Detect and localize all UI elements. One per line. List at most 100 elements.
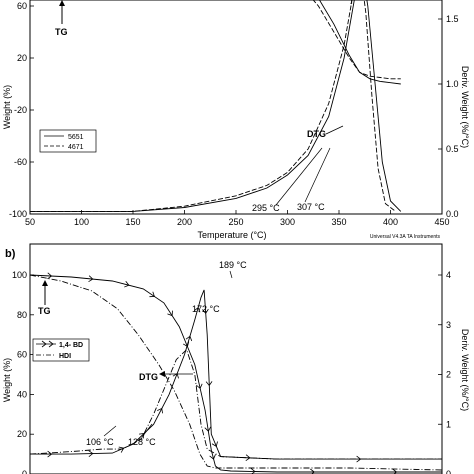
panel-b-dtg-arrowhead (159, 371, 165, 377)
panel-b-plot-frame (29, 243, 443, 474)
panel-a-x-ticks: 50 100 150 200 250 300 350 400 450 (25, 210, 450, 227)
panel-b-yticks-label: 0 (22, 469, 27, 474)
panel-b-y2ticks-label: 1 (446, 419, 451, 429)
panel-a-xtick-label: 300 (280, 217, 295, 227)
panel-b-series-2-arrow-mark (193, 306, 201, 313)
panel-a-tg-label: TG (55, 27, 68, 37)
panel-b-189-leader (229, 270, 233, 279)
panel-b-series-0-arrow-mark (209, 454, 216, 460)
panel-b-series-0-arrow-mark (149, 291, 155, 298)
panel-a-307-label: 307 °C (297, 202, 325, 212)
panel-b-series-0-arrow-mark (124, 280, 130, 288)
panel-a-y2ticks-label: 0.5 (446, 144, 459, 154)
panel-a-series (30, 0, 402, 212)
panel-a-tg-arrowhead (59, 0, 65, 6)
panel-b-yticks-label: 20 (17, 429, 27, 439)
panel-b-dtg-label: DTG (139, 372, 158, 382)
panel-b-series-0-arrow-mark (310, 468, 315, 474)
panel-b-series-2-arrow-mark (47, 450, 53, 458)
panel-a-295-leader (275, 147, 323, 206)
panel-b-series-2-arrow-mark (139, 433, 145, 439)
panel-b-172-label: 172 °C (192, 304, 220, 314)
panel-b-legend-label-bd: 1,4- BD (59, 342, 83, 349)
panel-a-y2ticks-label: 1.0 (446, 79, 459, 89)
panel-a-xtick-label: 200 (177, 217, 192, 227)
panel-b-series-0-arrow-mark (392, 468, 398, 474)
panel-a-footer: Universal V4.3A TA Instruments (370, 234, 441, 240)
panel-b-series-2-arrow-mark (202, 308, 209, 314)
panel-b-tg-arrowhead (42, 280, 48, 286)
panel-a-legend: 5651 4671 (39, 129, 97, 153)
panel-b-legend-box (32, 338, 90, 362)
panel-a-xtick-label: 400 (383, 217, 398, 227)
panel-b-label: b) (5, 248, 16, 260)
panel-a-yticks-label: -60 (14, 157, 27, 167)
panel-b-series-2-arrow-mark (205, 381, 213, 387)
panel-b-series-2-arrow-mark (245, 454, 251, 461)
panel-b-series-0-arrow-mark (47, 272, 53, 280)
panel-b-tg-label: TG (38, 306, 51, 316)
panel-b: 0 20 40 60 80 100 0 1 2 3 4 b) Weight (%) Deriv. … (2, 243, 470, 474)
panel-a-legend-box (39, 129, 97, 153)
panel-a-yticks-label: -100 (9, 209, 27, 219)
panel-b-series-2-arrow-mark (88, 450, 94, 457)
panel-b-series-2-arrow-mark (172, 372, 179, 379)
panel-a-y2ticks-label: 1.5 (446, 14, 459, 24)
panel-b-y2ticks-label: 2 (446, 370, 451, 380)
panel-b-series-0-arrow-mark (250, 468, 256, 474)
panel-b-y2-ticks: 0 1 2 3 4 (438, 270, 451, 474)
panel-a-series-3-dtg-line (30, 0, 396, 212)
panel-b-y-axis-title: Weight (%) (2, 358, 12, 402)
panel-b-legend: 1,4- BD HDI (32, 338, 90, 362)
panel-b-series-1-tg-line (29, 274, 443, 471)
panel-a-xtick-label: 450 (434, 217, 449, 227)
panel-b-y2-axis-title: Deriv. Weight (%/°C) (460, 329, 470, 411)
panel-a-series-2-dtg-line (30, 0, 402, 212)
panel-b-series-0-arrow-mark (204, 426, 212, 432)
panel-b-y2ticks-label: 3 (446, 320, 451, 330)
panel-a-y-axis-title: Weight (%) (2, 85, 12, 129)
panel-b-106-label: 106 °C (86, 437, 114, 447)
panel-b-128-leader (141, 423, 153, 438)
panel-a-plot-frame (29, 0, 443, 215)
panel-a-yticks-label: 20 (17, 53, 27, 63)
panel-a: 50 100 150 200 250 300 350 400 450 -100 -60 -20 20 6… (2, 0, 470, 240)
panel-a-yticks-label: -20 (14, 105, 27, 115)
panel-a-yticks-label: 60 (17, 1, 27, 11)
panel-b-series (29, 272, 443, 474)
panel-b-series-2-dtg-line (30, 289, 442, 460)
panel-a-x-axis-title: Temperature (°C) (197, 230, 266, 240)
panel-b-series-0-arrow-mark (196, 383, 203, 390)
panel-b-yticks-label: 100 (12, 270, 27, 280)
panel-a-y2ticks-label: 0.0 (446, 209, 459, 219)
panel-a-legend-label-5651: 5651 (68, 134, 84, 141)
panel-a-xtick-label: 250 (228, 217, 243, 227)
panel-b-legend-label-hdi: HDI (59, 353, 71, 360)
panel-b-y2ticks-label: 0 (446, 469, 451, 474)
panel-a-peak-marker: ↓ (349, 0, 354, 6)
panel-b-series-2-arrow-mark (356, 455, 362, 463)
panel-b-189-label: 189 °C (219, 260, 247, 270)
panel-b-series-0-arrow-mark (167, 310, 173, 317)
panel-a-xtick-label: 100 (74, 217, 89, 227)
panel-b-series-2-arrow-mark (157, 407, 163, 414)
panel-b-series-2-arrow-mark (211, 441, 218, 447)
panel-a-295-label: 295 °C (252, 203, 280, 213)
panel-b-series-2-arrow-mark (185, 335, 193, 342)
panel-b-legend-arrow-marks (41, 340, 54, 348)
panel-a-legend-label-4671: 4671 (68, 144, 84, 151)
panel-b-yticks-label: 40 (17, 389, 27, 399)
panel-a-dtg-label: DTG (307, 129, 326, 139)
panel-a-y2-axis-title: Deriv. Weight (%/°C) (460, 66, 470, 148)
panel-b-series-0-arrow-mark (88, 275, 94, 283)
panel-b-series-2-arrow-mark (118, 446, 125, 453)
panel-a-xtick-label: 50 (25, 217, 35, 227)
panel-b-y2ticks-label: 4 (446, 270, 451, 280)
panel-b-yticks-label: 80 (17, 310, 27, 320)
panel-b-series-0-tg-line (29, 274, 442, 473)
panel-a-xtick-label: 150 (125, 217, 140, 227)
panel-a-307-leader (304, 147, 331, 203)
panel-a-dtg-arrow (325, 125, 344, 135)
panel-b-106-leader (103, 425, 117, 437)
